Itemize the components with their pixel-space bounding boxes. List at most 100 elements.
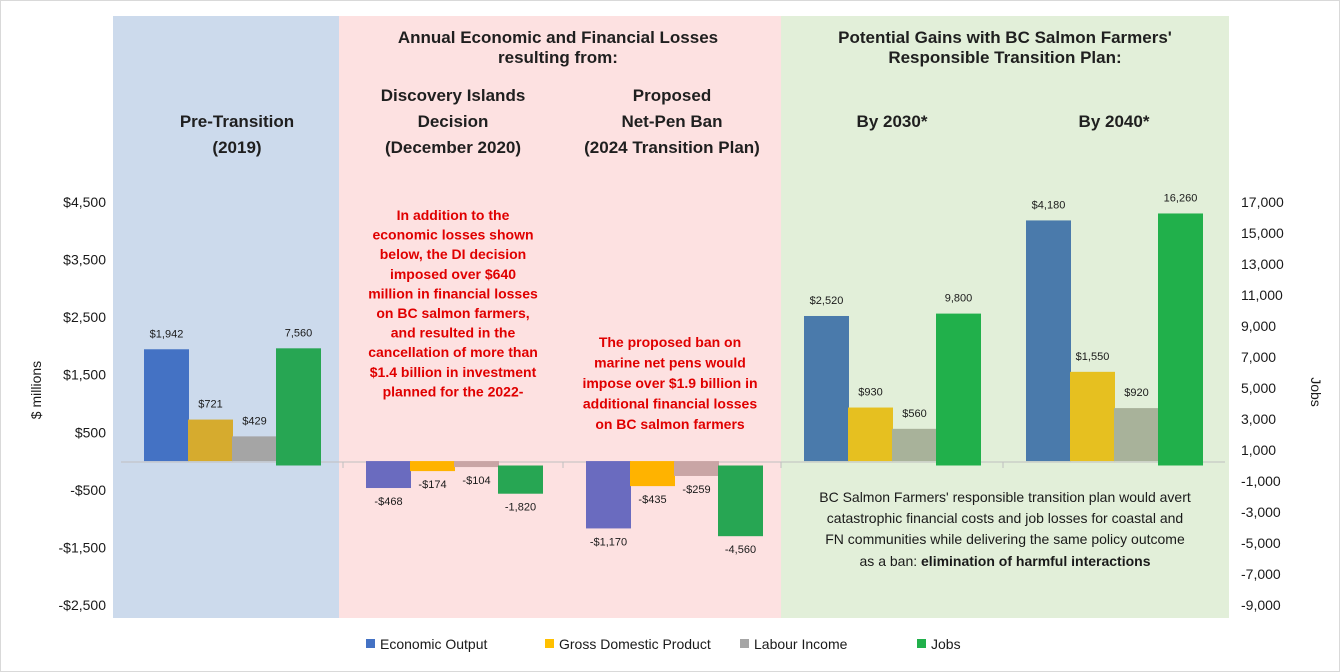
data-label: -1,820 — [505, 502, 536, 514]
data-label: $4,180 — [1032, 199, 1066, 211]
gains-note-bold: elimination of harmful interactions — [921, 553, 1151, 569]
legend-label: Jobs — [931, 636, 961, 652]
gains-note-line: catastrophic financial costs and job los… — [827, 510, 1183, 526]
bar-economic-output — [586, 461, 631, 529]
data-label: -$259 — [682, 484, 710, 496]
bar-jobs — [276, 348, 321, 466]
data-label: $1,942 — [150, 328, 184, 340]
data-label: 9,800 — [945, 293, 973, 305]
gains-note-line: BC Salmon Farmers' responsible transitio… — [819, 489, 1191, 505]
data-label: 7,560 — [285, 327, 313, 339]
data-label: 16,260 — [1164, 192, 1198, 204]
y-right-tick-label: -9,000 — [1241, 597, 1281, 613]
gains-note-last-line: as a ban: elimination of harmful interac… — [860, 553, 1151, 569]
legend-label: Labour Income — [754, 636, 848, 652]
y-right-tick-label: 5,000 — [1241, 380, 1276, 396]
discovery-note-line: on BC salmon farmers, — [376, 305, 529, 321]
discovery-note-line: planned for the 2022- — [383, 383, 524, 399]
group-title-line: By 2030* — [857, 112, 928, 131]
legend-swatch-jobs — [917, 639, 926, 648]
panel-gains-background — [781, 16, 1229, 618]
bar-labour-income — [454, 461, 499, 468]
bar-jobs — [1158, 213, 1203, 466]
data-label: $930 — [858, 387, 882, 399]
panel-losses-background — [339, 16, 781, 618]
y-right-tick-label: -5,000 — [1241, 535, 1281, 551]
ban-note-line: The proposed ban on — [599, 334, 741, 350]
data-label: -$468 — [374, 496, 402, 508]
discovery-note-line: below, the DI decision — [380, 246, 527, 262]
y-left-tick-label: -$500 — [70, 482, 106, 498]
y-left-tick-label: $2,500 — [63, 309, 106, 325]
ban-note-line: additional financial losses — [583, 396, 757, 412]
y-right-tick-label: -1,000 — [1241, 473, 1281, 489]
discovery-note-line: and resulted in the — [391, 325, 516, 341]
discovery-note-line: imposed over $640 — [390, 266, 516, 282]
discovery-note-line: $1.4 billion in investment — [370, 364, 537, 380]
y-left-tick-label: $4,500 — [63, 194, 106, 210]
bar-economic-output — [144, 349, 189, 462]
y-left-tick-label: $500 — [75, 424, 106, 440]
data-label: $560 — [902, 408, 926, 420]
bar-labour-income — [674, 461, 719, 476]
discovery-note-line: economic losses shown — [372, 227, 533, 243]
group-title-line: (2024 Transition Plan) — [584, 138, 760, 157]
gains-header-line: Responsible Transition Plan: — [888, 48, 1121, 67]
data-label: $920 — [1124, 387, 1148, 399]
bar-jobs — [936, 313, 981, 466]
data-label: $429 — [242, 415, 266, 427]
ban-note-line: on BC salmon farmers — [595, 416, 745, 432]
group-title-line: (2019) — [212, 138, 261, 157]
discovery-note-line: million in financial losses — [368, 285, 538, 301]
legend-label: Economic Output — [380, 636, 487, 652]
discovery-note-line: In addition to the — [397, 207, 510, 223]
bar-economic-output — [366, 461, 411, 489]
y-right-tick-label: 15,000 — [1241, 225, 1284, 241]
bar-gross-domestic-product — [188, 419, 233, 462]
bar-gross-domestic-product — [630, 461, 675, 487]
data-label: -4,560 — [725, 544, 756, 556]
losses-header-line: resulting from: — [498, 48, 618, 67]
group-title-line: Pre-Transition — [180, 112, 294, 131]
group-title-line: Net-Pen Ban — [621, 112, 722, 131]
ban-note-line: impose over $1.9 billion in — [582, 375, 757, 391]
y-right-tick-label: 13,000 — [1241, 256, 1284, 272]
bar-gross-domestic-product — [1070, 371, 1115, 462]
data-label: $1,550 — [1076, 351, 1110, 363]
data-label: $2,520 — [810, 295, 844, 307]
bar-jobs — [498, 465, 543, 494]
gains-header-line: Potential Gains with BC Salmon Farmers' — [838, 28, 1172, 47]
y-left-axis-title: $ millions — [28, 361, 44, 419]
y-right-tick-label: -7,000 — [1241, 566, 1281, 582]
y-left-tick-label: -$1,500 — [59, 539, 107, 555]
losses-header-line: Annual Economic and Financial Losses — [398, 28, 718, 47]
y-right-tick-label: 17,000 — [1241, 194, 1284, 210]
y-right-tick-label: 3,000 — [1241, 411, 1276, 427]
legend-swatch-labour-income — [740, 639, 749, 648]
bar-labour-income — [1114, 408, 1159, 462]
panel-pre-background — [113, 16, 339, 618]
data-label: $721 — [198, 399, 222, 411]
gains-note-line: FN communities while delivering the same… — [825, 531, 1185, 547]
data-label: -$1,170 — [590, 536, 627, 548]
data-label: -$174 — [418, 479, 446, 491]
y-left-tick-label: $3,500 — [63, 252, 106, 268]
bar-economic-output — [1026, 220, 1071, 462]
data-label: -$435 — [638, 494, 666, 506]
y-right-tick-label: 9,000 — [1241, 318, 1276, 334]
group-title-line: (December 2020) — [385, 138, 521, 157]
bar-gross-domestic-product — [848, 407, 893, 462]
y-right-tick-label: 11,000 — [1241, 287, 1283, 303]
legend-swatch-economic-output — [366, 639, 375, 648]
bar-labour-income — [892, 428, 937, 462]
legend-label: Gross Domestic Product — [559, 636, 711, 652]
group-title-line: Decision — [418, 112, 489, 131]
y-left-tick-label: -$2,500 — [59, 597, 107, 613]
bar-labour-income — [232, 436, 277, 462]
y-right-tick-label: 1,000 — [1241, 442, 1276, 458]
y-right-axis-title: Jobs — [1308, 377, 1324, 407]
y-left-tick-label: $1,500 — [63, 367, 106, 383]
ban-note-line: marine net pens would — [594, 355, 746, 371]
legend-swatch-gross-domestic-product — [545, 639, 554, 648]
